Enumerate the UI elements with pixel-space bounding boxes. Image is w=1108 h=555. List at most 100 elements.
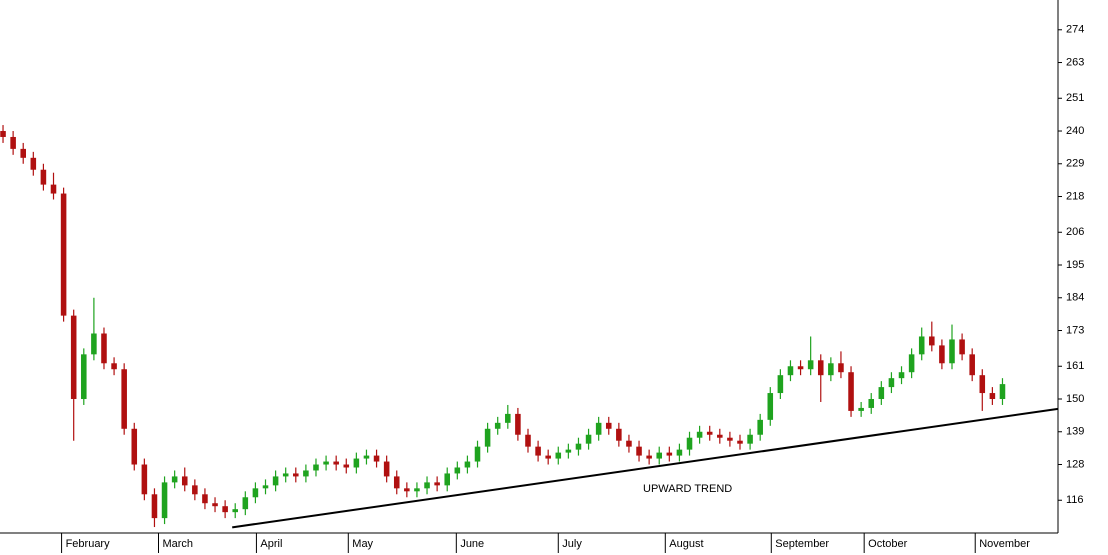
y-tick-label: 240 [1066, 125, 1084, 137]
candle-body [222, 506, 228, 513]
y-tick-label: 150 [1066, 393, 1084, 405]
y-tick-label: 274 [1066, 24, 1084, 36]
x-tick-label: November [979, 538, 1030, 550]
candle-body [363, 455, 370, 459]
candle-body [636, 446, 642, 456]
y-tick-label: 218 [1066, 190, 1084, 202]
x-tick-label: September [775, 538, 829, 550]
candle-body [616, 428, 622, 441]
y-tick-label: 128 [1066, 458, 1084, 470]
candle-body [383, 461, 390, 477]
candle-body [0, 131, 6, 137]
candle-body [858, 407, 864, 411]
candle-body [141, 464, 148, 495]
candle-body [272, 476, 279, 486]
candle-body [393, 476, 400, 489]
y-tick-label: 251 [1066, 92, 1084, 104]
candle-body [878, 387, 885, 400]
candle-body [939, 345, 945, 364]
candle-body [373, 455, 380, 462]
candle-body [161, 482, 168, 519]
candle-body [656, 452, 663, 459]
trend-line [232, 407, 1059, 529]
candle-body [333, 461, 339, 465]
candle-body [999, 384, 1006, 400]
candle-body [70, 315, 77, 400]
candle-body [605, 422, 612, 429]
candle-body [747, 434, 753, 444]
candle-body [121, 369, 127, 429]
y-tick-label: 116 [1066, 494, 1084, 506]
candle-body [575, 443, 582, 450]
candle-body [101, 333, 107, 364]
candle-body [646, 455, 652, 459]
candle-body [737, 440, 743, 444]
x-tick-label: April [260, 538, 282, 550]
y-tick-label: 206 [1066, 226, 1084, 238]
candle-body [50, 184, 57, 194]
candle-body [696, 431, 703, 438]
candle-body [585, 434, 592, 444]
candle-body [807, 360, 814, 370]
candle-body [525, 434, 531, 447]
candle-body [969, 354, 975, 376]
candle-body [474, 446, 481, 462]
candle-body [706, 431, 713, 435]
candle-body [515, 413, 521, 435]
candle-body [777, 375, 784, 394]
candle-body [464, 461, 471, 468]
x-tick-label: March [162, 538, 193, 550]
candle-body [81, 354, 87, 400]
candle-body [676, 449, 683, 456]
candle-body [868, 399, 875, 408]
candle-body [242, 497, 249, 510]
candle-body [767, 393, 774, 420]
candle-body [282, 473, 289, 477]
candle-body [293, 473, 299, 477]
candle-body [929, 336, 935, 346]
candle-body [60, 193, 67, 316]
candle-body [918, 336, 925, 355]
x-tick-label: August [669, 538, 703, 550]
candle-body [323, 461, 329, 465]
x-tick-label: July [562, 538, 582, 550]
y-tick-label: 173 [1066, 324, 1084, 336]
candle-body [989, 393, 996, 400]
candle-body [91, 333, 97, 355]
candle-body [404, 488, 410, 492]
y-tick-label: 229 [1066, 158, 1084, 170]
candle-body [727, 437, 733, 441]
candle-body [494, 422, 501, 429]
candle-body [535, 446, 541, 456]
x-tick-label: February [66, 538, 111, 550]
y-tick-label: 139 [1066, 426, 1084, 438]
candle-body [555, 452, 562, 459]
candle-body [303, 470, 309, 477]
x-tick-label: May [352, 538, 373, 550]
candle-body [686, 437, 693, 450]
candle-body [787, 366, 794, 376]
y-tick-label: 263 [1066, 56, 1084, 68]
candle-body [181, 476, 188, 486]
candle-body [484, 428, 491, 447]
candle-body [666, 452, 673, 456]
candle-body [444, 473, 451, 486]
candle-body [10, 136, 16, 149]
candle-body [565, 449, 572, 453]
candle-body [454, 467, 461, 474]
candle-body [192, 485, 198, 495]
candle-body [202, 494, 208, 504]
candle-body [40, 169, 47, 185]
x-tick-label: October [868, 538, 907, 550]
candle-body [20, 148, 26, 158]
y-tick-label: 184 [1066, 292, 1084, 304]
candle-body [717, 434, 723, 438]
candle-body [171, 476, 178, 483]
candle-body [626, 440, 632, 447]
y-tick-label: 195 [1066, 259, 1084, 271]
candle-body [343, 464, 350, 468]
candle-body [30, 157, 37, 170]
candle-body [545, 455, 551, 459]
trend-label: UPWARD TREND [643, 483, 732, 495]
